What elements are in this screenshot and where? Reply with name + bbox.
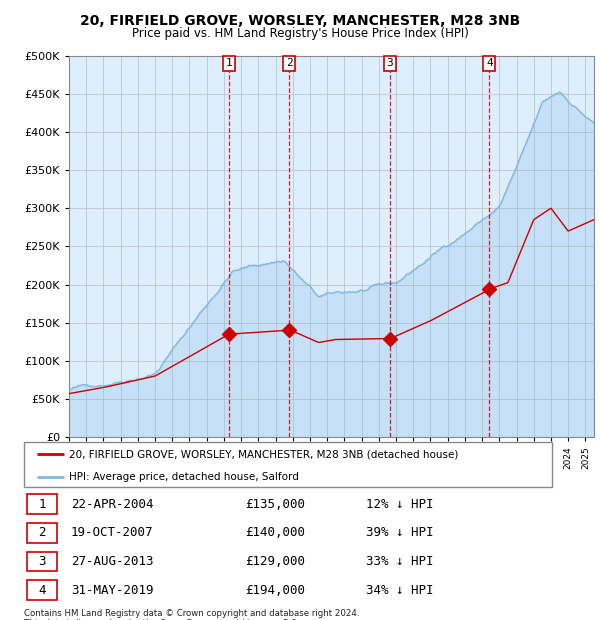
Text: 19-OCT-2007: 19-OCT-2007: [71, 526, 154, 539]
Text: 22-APR-2004: 22-APR-2004: [71, 498, 154, 511]
Text: 2: 2: [38, 526, 46, 539]
Text: 1: 1: [38, 498, 46, 511]
Text: 2: 2: [286, 58, 293, 68]
Text: 34% ↓ HPI: 34% ↓ HPI: [366, 583, 434, 596]
Text: £194,000: £194,000: [245, 583, 305, 596]
Text: 1: 1: [226, 58, 233, 68]
Text: Contains HM Land Registry data © Crown copyright and database right 2024.
This d: Contains HM Land Registry data © Crown c…: [24, 609, 359, 620]
Text: 12% ↓ HPI: 12% ↓ HPI: [366, 498, 434, 511]
FancyBboxPatch shape: [24, 442, 552, 487]
Text: £135,000: £135,000: [245, 498, 305, 511]
Text: Price paid vs. HM Land Registry's House Price Index (HPI): Price paid vs. HM Land Registry's House …: [131, 27, 469, 40]
Text: 39% ↓ HPI: 39% ↓ HPI: [366, 526, 434, 539]
Text: 3: 3: [386, 58, 394, 68]
Text: £140,000: £140,000: [245, 526, 305, 539]
FancyBboxPatch shape: [27, 580, 57, 600]
Text: 4: 4: [486, 58, 493, 68]
Text: 20, FIRFIELD GROVE, WORSLEY, MANCHESTER, M28 3NB (detached house): 20, FIRFIELD GROVE, WORSLEY, MANCHESTER,…: [69, 449, 458, 459]
Text: 31-MAY-2019: 31-MAY-2019: [71, 583, 154, 596]
Text: 4: 4: [38, 583, 46, 596]
Text: 27-AUG-2013: 27-AUG-2013: [71, 555, 154, 568]
FancyBboxPatch shape: [27, 523, 57, 542]
Text: £129,000: £129,000: [245, 555, 305, 568]
Text: 3: 3: [38, 555, 46, 568]
FancyBboxPatch shape: [27, 552, 57, 571]
Text: 33% ↓ HPI: 33% ↓ HPI: [366, 555, 434, 568]
FancyBboxPatch shape: [27, 494, 57, 514]
Text: 20, FIRFIELD GROVE, WORSLEY, MANCHESTER, M28 3NB: 20, FIRFIELD GROVE, WORSLEY, MANCHESTER,…: [80, 14, 520, 28]
Text: HPI: Average price, detached house, Salford: HPI: Average price, detached house, Salf…: [69, 472, 299, 482]
